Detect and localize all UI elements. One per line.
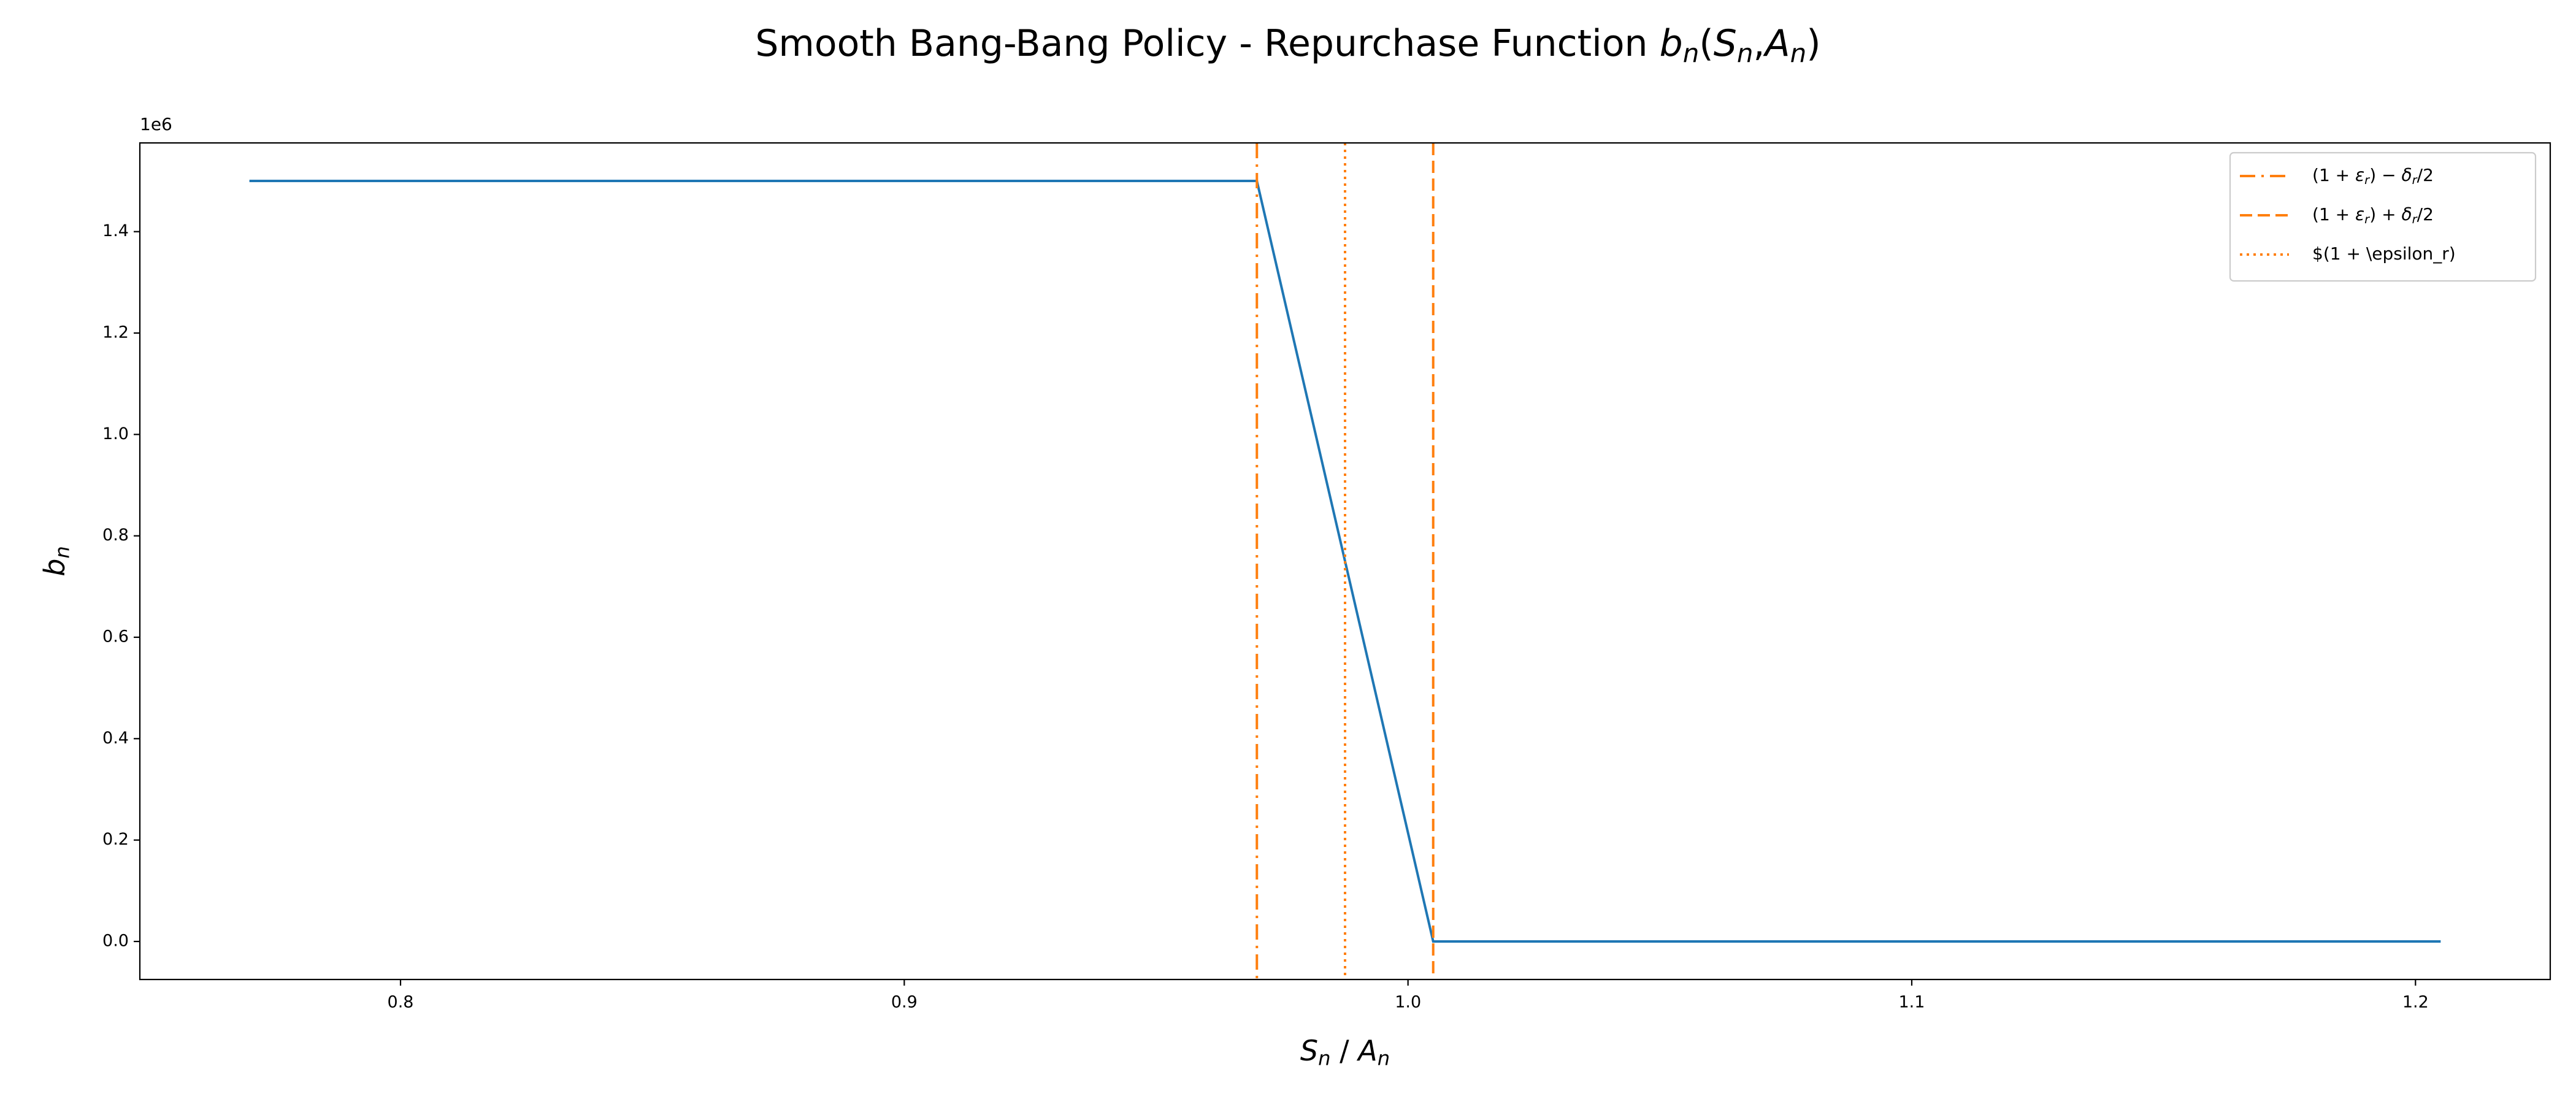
chart-title: Smooth Bang-Bang Policy - Repurchase Fun…	[755, 22, 1820, 68]
legend-box	[2229, 151, 2537, 282]
y-tick-label: 1.4	[102, 221, 129, 240]
x-tick-label: 0.9	[891, 993, 918, 1012]
y-tick-label: 0.4	[102, 729, 129, 748]
x-tick-label: 1.0	[1395, 993, 1421, 1012]
y-tick-label: 0.8	[102, 526, 129, 545]
x-axis-label: Sn​ / An​	[1300, 1034, 1390, 1070]
y-tick-label: 1.2	[102, 323, 129, 342]
y-tick-label: 0.0	[102, 932, 129, 951]
x-tick-label: 0.8	[388, 993, 414, 1012]
legend-label: $(1 + \epsilon_r)	[2312, 243, 2456, 264]
x-tick-label: 1.2	[2402, 993, 2429, 1012]
x-tick-label: 1.1	[1899, 993, 1925, 1012]
y-tick-label: 1.0	[102, 424, 129, 443]
y-axis-label: bn​	[38, 546, 74, 577]
y-offset-text: 1e6	[140, 114, 172, 134]
legend-label: (1 + εr​) − δr​/2	[2312, 165, 2434, 187]
legend-label: (1 + εr​) + δr​/2	[2312, 204, 2434, 226]
plot-frame	[139, 142, 2551, 981]
y-tick-label: 0.6	[102, 627, 129, 646]
y-tick-label: 0.2	[102, 830, 129, 849]
